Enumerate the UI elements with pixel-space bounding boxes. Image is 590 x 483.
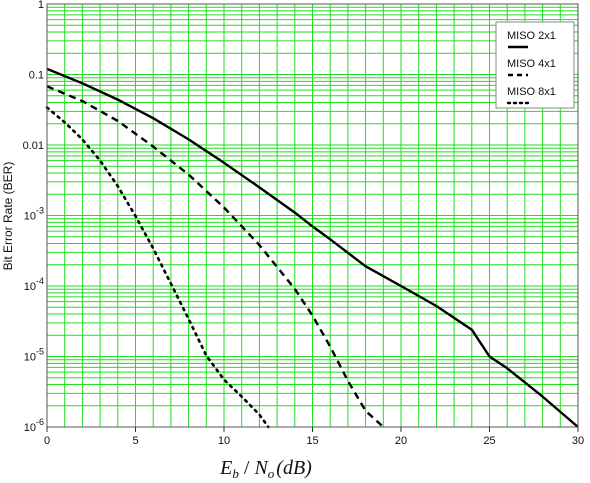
series-line-3 — [45, 106, 270, 429]
x-tick-label: 10 — [218, 435, 230, 447]
y-tick-label: 0.01 — [23, 140, 44, 152]
legend: MISO 2x1 MISO 4x1 MISO 8x1 — [495, 21, 575, 109]
y-tick-label: 0.1 — [29, 70, 44, 82]
y-tick-label: 10-5 — [24, 347, 44, 364]
y-tick-label: 1 — [38, 0, 44, 11]
x-label-e: E — [219, 457, 232, 479]
x-label-n-sub: o — [268, 466, 275, 481]
y-tick-label: 10-4 — [24, 276, 44, 293]
x-label-e-sub: b — [232, 466, 239, 481]
axes: 0 5 10 15 20 25 30 1 0.1 0.01 10-3 10-4 10-5 10-6 — [23, 0, 585, 447]
x-label-slash: / — [239, 457, 255, 479]
x-tick-label: 15 — [306, 435, 318, 447]
y-tick-label: 10-3 — [24, 206, 44, 223]
x-label-n: N — [253, 457, 269, 479]
curves — [45, 67, 579, 429]
y-axis-label: Bit Error Rate (BER) — [1, 162, 15, 271]
y-tick-label: 10-6 — [24, 417, 44, 434]
legend-label-3: MISO 8x1 — [507, 86, 556, 98]
x-tick-label: 20 — [395, 435, 407, 447]
legend-label-1: MISO 2x1 — [507, 30, 556, 42]
x-tick-label: 25 — [483, 435, 495, 447]
x-tick-label: 30 — [572, 435, 584, 447]
series-line-1 — [46, 67, 579, 428]
legend-label-2: MISO 4x1 — [507, 58, 556, 70]
x-tick-label: 0 — [44, 435, 50, 447]
legend-box — [495, 21, 575, 109]
x-axis-label: Eb / No (dB) — [219, 457, 312, 481]
x-label-unit: (dB) — [276, 457, 312, 479]
x-tick-label: 5 — [132, 435, 138, 447]
series-line-2 — [46, 85, 385, 428]
